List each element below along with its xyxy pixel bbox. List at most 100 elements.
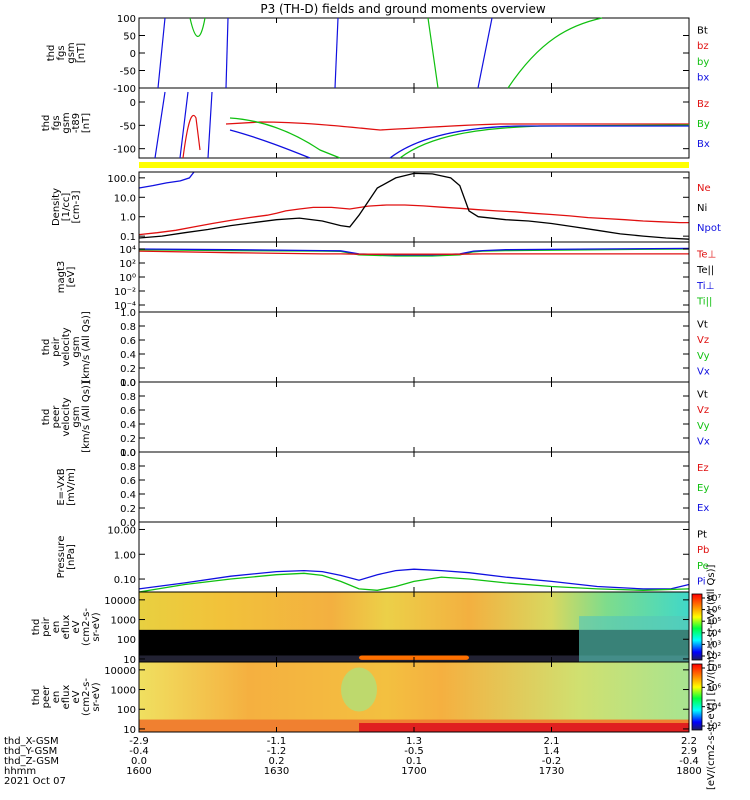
y-tick-label: 0.4 [120, 350, 136, 361]
colorbar-tick-label: 10⁴ [706, 629, 721, 639]
y-axis-label-line: thd [41, 339, 52, 356]
y-tick-label: 10² [119, 259, 136, 270]
y-axis-label-line: gsm [61, 112, 72, 133]
y-tick-label: 0.0 [120, 448, 136, 459]
y-axis-label-line: [1/cc] [61, 193, 72, 222]
panel-efield: 1.0 0.8 0.6 0.4 0.2 0.0 E=-VxB [mV/m] Ez Ey Ex [56, 448, 709, 529]
y-tick-label: 10 [123, 725, 136, 736]
y-tick-label: 1.0 [120, 378, 136, 389]
y-axis-label-line: fgs [56, 45, 67, 60]
colorbar-tick-label: 10⁷ [706, 594, 721, 604]
colorbar-tick-label: 10⁸ [706, 664, 721, 674]
series-Pe [138, 572, 690, 593]
panel-density: 100.0 10.0 1.0 0.1 Density [1/cc] [cm-3] Ne Ni Np… [51, 171, 721, 243]
y-axis-label: Pressure [nPa] [56, 536, 77, 579]
series-Ne [138, 204, 689, 236]
y-axis-label-line: E=-VxB [56, 468, 67, 505]
panel-pressure: 10.00 1.00 0.10 Pressure [nPa] Pt Pb Pe Pi [56, 521, 709, 593]
plot-title: P3 (TH-D) fields and ground moments over… [260, 2, 545, 16]
legend-Pb: Pb [697, 545, 709, 556]
y-axis-label-line: thd [41, 409, 52, 426]
y-tick-label: 0.1 [120, 232, 136, 243]
y-tick-label: 10000 [104, 596, 136, 607]
series-by [507, 17, 603, 89]
series-By [399, 124, 690, 159]
y-tick-label: 1.0 [120, 213, 136, 224]
y-axis-label-line: sr-eV) [91, 612, 102, 641]
spectrogram-feature [341, 667, 377, 712]
y-axis-label-line: sr-eV) [91, 682, 102, 711]
series-Bx [389, 125, 689, 159]
y-tick-label: 0 [130, 49, 136, 60]
legend-By: By [697, 119, 710, 130]
y-axis-label: thd peir velocity gsm [km/s (All Qs)] [41, 311, 92, 383]
y-axis-label-line: eV [71, 620, 82, 633]
legend-Te||: Te|| [696, 265, 714, 276]
colorbar-label: [eV/(cm2-s-sr-eV)] [eV/(cm2-s-sr-eV) (Al… [706, 565, 717, 790]
y-axis-label-line: Pressure [56, 536, 67, 579]
legend-Ex: Ex [697, 503, 709, 514]
x-tick-label: 1.4 [544, 746, 560, 757]
legend-Npot: Npot [697, 223, 721, 234]
x-row-label: thd_Z-GSM [4, 756, 59, 767]
series-by [189, 17, 206, 37]
y-tick-label: 0.0 [120, 518, 136, 529]
y-axis-label-line: en [51, 691, 62, 704]
y-axis-label-line: (cm2-s- [81, 678, 92, 716]
fgs-sub-traces [154, 91, 690, 159]
y-axis-label: E=-VxB [mV/m] [56, 468, 77, 506]
y-axis-label: thd fgs gsm [nT] [46, 42, 87, 63]
x-tick-label: 0.1 [406, 756, 422, 767]
series-bx [157, 17, 166, 89]
y-axis-label-line: thd [41, 115, 52, 132]
legend-Vt: Vt [697, 390, 708, 401]
x-row-label: thd_X-GSM [4, 736, 59, 747]
y-axis-label-line: [nT] [76, 43, 87, 63]
y-tick-label: 1.0 [120, 308, 136, 319]
y-tick-label: 1.0 [120, 448, 136, 459]
panel-peer_spec: 10000 1000 100 10 thd peer en eflux eV (cm2-s-sr-… [31, 661, 690, 736]
series-by [427, 17, 439, 89]
series-By [229, 117, 341, 159]
y-tick-label: 100 [117, 635, 136, 646]
series-bx [334, 17, 339, 89]
x-tick-label: 1800 [676, 766, 701, 777]
panel-temp: 10⁴ 10² 10⁰ 10⁻² 10⁻⁴ magt3 [eV] Te⊥ Te|| Ti⊥ Ti|| [56, 241, 716, 313]
y-tick-label: 0.2 [120, 364, 136, 375]
y-axis-label: magt3 [eV] [56, 261, 77, 294]
series-Bx [154, 91, 213, 159]
panel-vpeer: 1.0 0.8 0.6 0.4 0.2 0.0 thd peer velocity gsm [km/… [41, 378, 710, 459]
y-tick-label: 0.6 [120, 336, 136, 347]
legend-Vx: Vx [697, 436, 710, 447]
y-tick-label: 0.4 [120, 490, 136, 501]
y-tick-label: 0.8 [120, 462, 136, 473]
y-tick-label: 0.2 [120, 434, 136, 445]
y-axis-label-line: -t89 [71, 113, 82, 133]
spectrogram-floor [359, 723, 689, 732]
y-axis-label-line: eV [71, 690, 82, 703]
y-tick-label: 0.0 [120, 378, 136, 389]
y-axis-label-line: peir [51, 336, 62, 356]
series-bx [477, 17, 493, 89]
y-tick-label: 50 [123, 32, 136, 43]
colorbar-tick-label: 10² [706, 652, 721, 662]
status-bar [139, 162, 689, 168]
y-tick-label: -50 [120, 121, 136, 132]
y-tick-label: 10 [123, 655, 136, 666]
y-axis-label-line: peer [51, 405, 62, 429]
y-axis-label-line: [mV/m] [66, 468, 77, 506]
legend-Vt: Vt [697, 320, 708, 331]
y-axis-label: thd peir en eflux eV (cm2-s-sr-eV) [31, 608, 102, 646]
y-tick-label: 100 [117, 14, 136, 25]
y-axis-label: thd peer velocity gsm [km/s (All Qs)] [41, 381, 92, 453]
y-tick-label: 1000 [111, 686, 136, 697]
y-tick-label: 0.4 [120, 420, 136, 431]
x-tick-label: -0.4 [129, 746, 149, 757]
legend-Bz: Bz [697, 99, 709, 110]
x-tick-label: 0.0 [131, 756, 147, 767]
x-tick-label: 0.2 [269, 756, 285, 767]
x-tick-label: -1.1 [267, 736, 287, 747]
y-axis-label-line: thd [31, 689, 42, 706]
y-axis-label-line: thd [31, 619, 42, 636]
